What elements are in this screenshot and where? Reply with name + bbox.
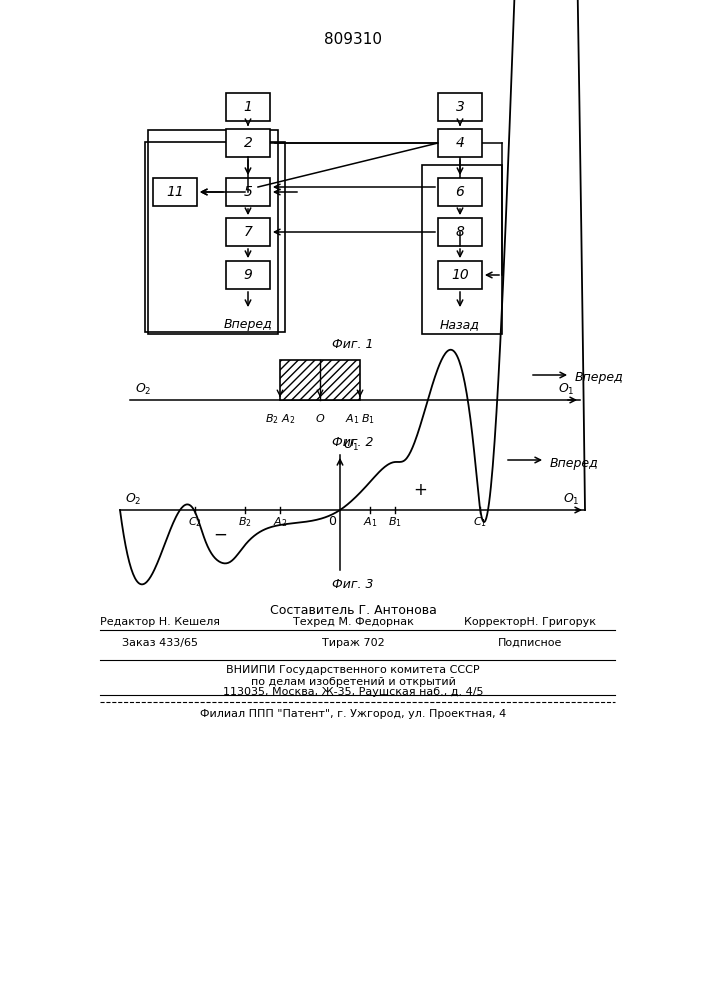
Text: Составитель Г. Антонова: Составитель Г. Антонова [269, 603, 436, 616]
Text: $O$: $O$ [315, 412, 325, 424]
Text: Подписное: Подписное [498, 638, 562, 648]
Bar [226, 129, 270, 157]
Text: 809310: 809310 [324, 32, 382, 47]
Text: Фиг. 2: Фиг. 2 [332, 436, 374, 448]
Text: $O_1$: $O_1$ [559, 382, 575, 397]
Bar [438, 178, 482, 206]
Bar [226, 261, 270, 289]
Text: Тираж 702: Тираж 702 [322, 638, 385, 648]
Text: 7: 7 [244, 225, 252, 239]
Text: 1: 1 [244, 100, 252, 114]
Bar [438, 218, 482, 246]
Text: −: − [213, 526, 227, 544]
Bar [280, 360, 360, 400]
Text: 3: 3 [455, 100, 464, 114]
Text: Филиал ППП "Патент", г. Ужгород, ул. Проектная, 4: Филиал ППП "Патент", г. Ужгород, ул. Про… [200, 709, 506, 719]
Bar [422, 165, 502, 334]
Text: 6: 6 [455, 185, 464, 199]
Text: Вперед: Вперед [223, 318, 272, 331]
Bar [438, 261, 482, 289]
Text: $A_2$: $A_2$ [273, 515, 287, 529]
Text: +: + [413, 481, 427, 499]
Text: $B_1$: $B_1$ [361, 412, 375, 426]
Text: $U_1$: $U_1$ [343, 438, 359, 453]
Text: 2: 2 [244, 136, 252, 150]
Text: Фиг. 1: Фиг. 1 [332, 338, 374, 352]
Text: 113035, Москва, Ж-35, Раушская наб., д. 4/5: 113035, Москва, Ж-35, Раушская наб., д. … [223, 687, 484, 697]
Text: КорректорН. Григорук: КорректорН. Григорук [464, 617, 596, 627]
Bar [145, 142, 285, 332]
Text: $B_1$: $B_1$ [388, 515, 402, 529]
Text: $O_1$: $O_1$ [563, 492, 580, 507]
Text: Фиг. 3: Фиг. 3 [332, 578, 374, 591]
Text: $O_2$: $O_2$ [125, 492, 141, 507]
Bar [226, 178, 270, 206]
Text: $O_2$: $O_2$ [135, 382, 151, 397]
Text: $A_2$: $A_2$ [281, 412, 295, 426]
Text: $0$: $0$ [328, 515, 337, 528]
Text: 9: 9 [244, 268, 252, 282]
Text: Редактор Н. Кешеля: Редактор Н. Кешеля [100, 617, 220, 627]
Bar [438, 93, 482, 121]
Text: $A_1$: $A_1$ [345, 412, 359, 426]
Text: Заказ 433/65: Заказ 433/65 [122, 638, 198, 648]
Text: $B_2$: $B_2$ [265, 412, 279, 426]
Text: Техред М. Федорнак: Техред М. Федорнак [293, 617, 414, 627]
Text: 11: 11 [166, 185, 184, 199]
Text: Вперед: Вперед [550, 456, 599, 470]
Bar [153, 178, 197, 206]
Text: $B_2$: $B_2$ [238, 515, 252, 529]
Bar [148, 130, 278, 334]
Text: Назад: Назад [440, 318, 480, 331]
Text: по делам изобретений и открытий: по делам изобретений и открытий [250, 677, 455, 687]
Text: Вперед: Вперед [575, 371, 624, 384]
Text: ВНИИПИ Государственного комитета СССР: ВНИИПИ Государственного комитета СССР [226, 665, 480, 675]
Text: 10: 10 [451, 268, 469, 282]
Bar [226, 218, 270, 246]
Text: 5: 5 [244, 185, 252, 199]
Text: $A_1$: $A_1$ [363, 515, 378, 529]
Text: 4: 4 [455, 136, 464, 150]
Bar [438, 129, 482, 157]
Text: $C_1$: $C_1$ [473, 515, 487, 529]
Bar [226, 93, 270, 121]
Text: $C_2$: $C_2$ [188, 515, 202, 529]
Text: 8: 8 [455, 225, 464, 239]
